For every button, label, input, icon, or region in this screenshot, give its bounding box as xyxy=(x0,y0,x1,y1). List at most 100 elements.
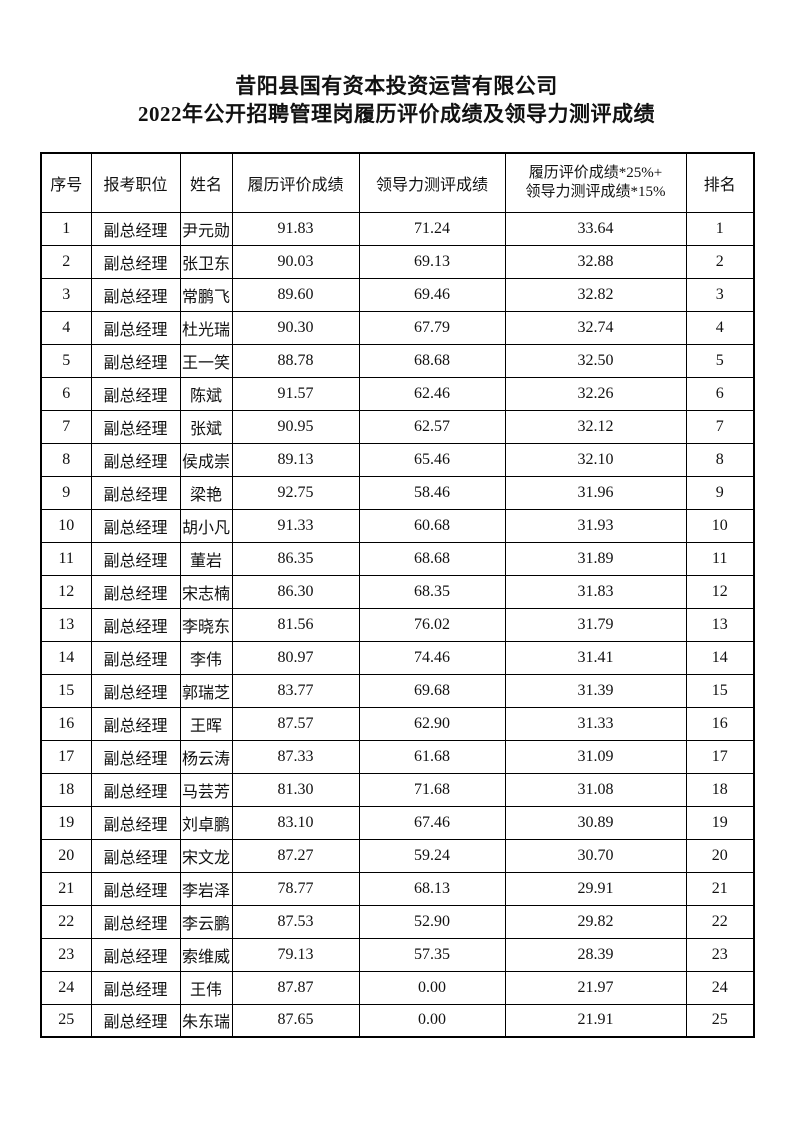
header-seq: 序号 xyxy=(40,152,92,213)
cell-seq: 10 xyxy=(40,508,92,543)
table-row: 19 副总经理 刘卓鹏 83.10 67.46 30.89 19 xyxy=(40,805,755,840)
cell-name: 董岩 xyxy=(179,541,233,576)
cell-seq: 13 xyxy=(40,607,92,642)
cell-leadership-score: 71.24 xyxy=(358,211,506,246)
cell-leadership-score: 68.13 xyxy=(358,871,506,906)
cell-seq: 15 xyxy=(40,673,92,708)
table-row: 4 副总经理 杜光瑞 90.30 67.79 32.74 4 xyxy=(40,310,755,345)
cell-resume-score: 87.27 xyxy=(231,838,360,873)
cell-name: 尹元勋 xyxy=(179,211,233,246)
cell-seq: 23 xyxy=(40,937,92,972)
cell-combined-score: 31.39 xyxy=(504,673,687,708)
cell-resume-score: 91.57 xyxy=(231,376,360,411)
cell-seq: 9 xyxy=(40,475,92,510)
cell-combined-score: 31.79 xyxy=(504,607,687,642)
cell-leadership-score: 0.00 xyxy=(358,1003,506,1038)
cell-seq: 11 xyxy=(40,541,92,576)
cell-leadership-score: 52.90 xyxy=(358,904,506,939)
document-subtitle: 2022年公开招聘管理岗履历评价成绩及领导力测评成绩 xyxy=(138,102,655,126)
cell-resume-score: 90.30 xyxy=(231,310,360,345)
table-row: 7 副总经理 张斌 90.95 62.57 32.12 7 xyxy=(40,409,755,444)
header-combined-line2: 领导力测评成绩*15% xyxy=(525,183,666,200)
cell-resume-score: 86.30 xyxy=(231,574,360,609)
cell-name: 胡小凡 xyxy=(179,508,233,543)
cell-leadership-score: 68.68 xyxy=(358,541,506,576)
cell-resume-score: 80.97 xyxy=(231,640,360,675)
cell-leadership-score: 62.57 xyxy=(358,409,506,444)
cell-combined-score: 29.82 xyxy=(504,904,687,939)
cell-combined-score: 31.33 xyxy=(504,706,687,741)
cell-leadership-score: 67.46 xyxy=(358,805,506,840)
cell-name: 张卫东 xyxy=(179,244,233,279)
cell-rank: 8 xyxy=(685,442,755,477)
cell-combined-score: 30.70 xyxy=(504,838,687,873)
cell-resume-score: 87.87 xyxy=(231,970,360,1005)
cell-combined-score: 32.82 xyxy=(504,277,687,312)
cell-leadership-score: 68.68 xyxy=(358,343,506,378)
cell-name: 侯成崇 xyxy=(179,442,233,477)
cell-seq: 1 xyxy=(40,211,92,246)
cell-combined-score: 32.50 xyxy=(504,343,687,378)
cell-rank: 25 xyxy=(685,1003,755,1038)
cell-rank: 22 xyxy=(685,904,755,939)
cell-name: 李岩泽 xyxy=(179,871,233,906)
cell-name: 马芸芳 xyxy=(179,772,233,807)
cell-seq: 8 xyxy=(40,442,92,477)
table-row: 20 副总经理 宋文龙 87.27 59.24 30.70 20 xyxy=(40,838,755,873)
cell-resume-score: 83.10 xyxy=(231,805,360,840)
cell-resume-score: 83.77 xyxy=(231,673,360,708)
table-row: 23 副总经理 索维威 79.13 57.35 28.39 23 xyxy=(40,937,755,972)
table-row: 1 副总经理 尹元勋 91.83 71.24 33.64 1 xyxy=(40,211,755,246)
table-row: 13 副总经理 李晓东 81.56 76.02 31.79 13 xyxy=(40,607,755,642)
cell-resume-score: 87.65 xyxy=(231,1003,360,1038)
header-name: 姓名 xyxy=(179,152,233,213)
cell-seq: 22 xyxy=(40,904,92,939)
cell-name: 梁艳 xyxy=(179,475,233,510)
cell-seq: 3 xyxy=(40,277,92,312)
cell-position: 副总经理 xyxy=(90,343,181,378)
cell-resume-score: 79.13 xyxy=(231,937,360,972)
cell-name: 陈斌 xyxy=(179,376,233,411)
cell-name: 李云鹏 xyxy=(179,904,233,939)
cell-position: 副总经理 xyxy=(90,937,181,972)
table-body: 1 副总经理 尹元勋 91.83 71.24 33.64 1 2 副总经理 张卫东 90.03 69.… xyxy=(40,211,755,1038)
cell-position: 副总经理 xyxy=(90,541,181,576)
cell-seq: 6 xyxy=(40,376,92,411)
cell-resume-score: 87.57 xyxy=(231,706,360,741)
cell-seq: 20 xyxy=(40,838,92,873)
cell-rank: 5 xyxy=(685,343,755,378)
cell-seq: 4 xyxy=(40,310,92,345)
cell-leadership-score: 69.13 xyxy=(358,244,506,279)
cell-position: 副总经理 xyxy=(90,277,181,312)
cell-seq: 24 xyxy=(40,970,92,1005)
cell-position: 副总经理 xyxy=(90,772,181,807)
cell-leadership-score: 69.46 xyxy=(358,277,506,312)
cell-resume-score: 90.03 xyxy=(231,244,360,279)
cell-position: 副总经理 xyxy=(90,673,181,708)
cell-rank: 19 xyxy=(685,805,755,840)
cell-resume-score: 86.35 xyxy=(231,541,360,576)
cell-resume-score: 89.13 xyxy=(231,442,360,477)
cell-combined-score: 31.08 xyxy=(504,772,687,807)
cell-leadership-score: 71.68 xyxy=(358,772,506,807)
table-row: 3 副总经理 常鹏飞 89.60 69.46 32.82 3 xyxy=(40,277,755,312)
table-row: 15 副总经理 郭瑞芝 83.77 69.68 31.39 15 xyxy=(40,673,755,708)
cell-combined-score: 21.91 xyxy=(504,1003,687,1038)
table-row: 5 副总经理 王一笑 88.78 68.68 32.50 5 xyxy=(40,343,755,378)
cell-resume-score: 81.56 xyxy=(231,607,360,642)
cell-resume-score: 81.30 xyxy=(231,772,360,807)
document-header: 昔阳县国有资本投资运营有限公司 2022年公开招聘管理岗履历评价成绩及领导力测评… xyxy=(0,72,793,128)
cell-combined-score: 32.26 xyxy=(504,376,687,411)
cell-rank: 6 xyxy=(685,376,755,411)
cell-combined-score: 21.97 xyxy=(504,970,687,1005)
cell-position: 副总经理 xyxy=(90,409,181,444)
cell-position: 副总经理 xyxy=(90,607,181,642)
cell-leadership-score: 59.24 xyxy=(358,838,506,873)
cell-leadership-score: 68.35 xyxy=(358,574,506,609)
cell-combined-score: 31.41 xyxy=(504,640,687,675)
cell-combined-score: 33.64 xyxy=(504,211,687,246)
cell-position: 副总经理 xyxy=(90,442,181,477)
cell-resume-score: 87.53 xyxy=(231,904,360,939)
header-rank: 排名 xyxy=(685,152,755,213)
